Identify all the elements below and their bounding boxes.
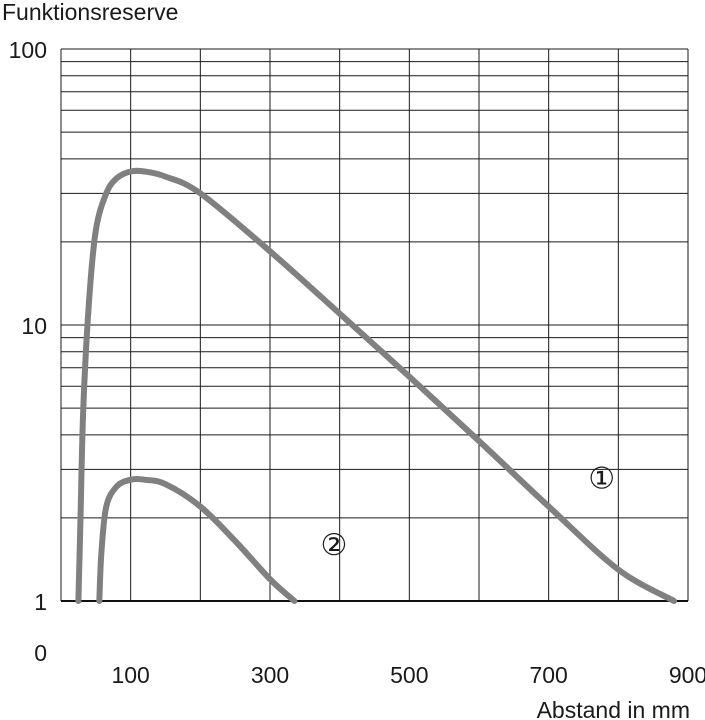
series-marker-label: ① bbox=[588, 462, 615, 495]
series-marker-label: ② bbox=[321, 529, 348, 562]
y-tick-label: 100 bbox=[9, 37, 47, 63]
x-tick-label: 300 bbox=[251, 662, 289, 688]
series-marker-2: ② bbox=[321, 529, 348, 562]
grid bbox=[60, 48, 689, 601]
x-tick-label: 100 bbox=[111, 662, 149, 688]
series-line-1 bbox=[75, 167, 678, 604]
series-marker-1: ① bbox=[588, 462, 615, 495]
y-tick-label-zero: 0 bbox=[34, 640, 47, 666]
y-tick-label: 1 bbox=[34, 589, 47, 615]
y-tick-label: 10 bbox=[21, 313, 47, 339]
tick-labels: 100 300 500 700 900 1 10 100 0 bbox=[9, 37, 705, 688]
series-lines bbox=[75, 167, 678, 604]
x-axis-label: Abstand in mm bbox=[537, 697, 690, 720]
x-tick-label: 900 bbox=[669, 662, 705, 688]
x-tick-label: 500 bbox=[390, 662, 428, 688]
series-line-2 bbox=[96, 476, 298, 604]
series-markers: ①② bbox=[321, 462, 616, 562]
y-axis-label: Funktionsreserve bbox=[2, 0, 178, 25]
x-tick-label: 700 bbox=[529, 662, 567, 688]
